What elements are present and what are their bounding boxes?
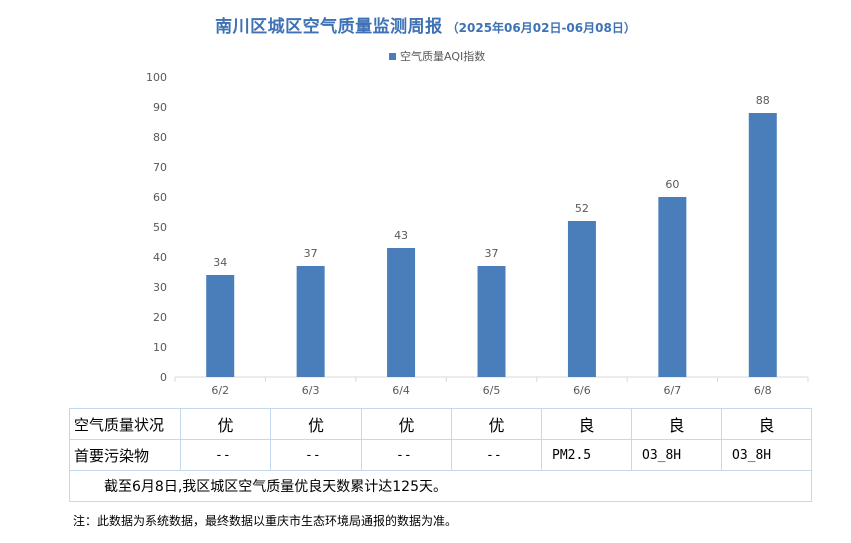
level-cell: 良	[541, 408, 632, 440]
bar	[658, 197, 687, 377]
bar	[387, 248, 416, 377]
bar	[296, 266, 325, 377]
y-tick-label: 10	[153, 341, 167, 354]
bar	[477, 266, 506, 377]
pollutant-cell: O3_8H	[631, 439, 722, 471]
x-tick-label: 6/2	[211, 384, 229, 397]
legend-swatch	[389, 52, 396, 60]
x-tick-label: 6/6	[573, 384, 591, 397]
x-tick-label: 6/3	[302, 384, 320, 397]
x-tick-label: 6/8	[754, 384, 772, 397]
y-tick-label: 40	[153, 251, 167, 264]
data-label: 88	[756, 94, 770, 107]
data-label: 52	[575, 202, 589, 215]
bar	[567, 221, 596, 377]
pollutant-cell: --	[270, 439, 362, 471]
x-axis: 6/2 6/3 6/4 6/5 6/6 6/7 6/8	[174, 376, 809, 397]
pollutant-cell: --	[361, 439, 452, 471]
data-label: 60	[665, 178, 679, 191]
y-tick-label: 100	[146, 71, 167, 84]
pollutant-row-label: 首要污染物	[69, 439, 181, 471]
bar-series	[206, 113, 777, 377]
data-label: 37	[304, 247, 318, 260]
x-tick-label: 6/4	[392, 384, 410, 397]
level-cell: 良	[721, 408, 812, 440]
level-cell: 优	[180, 408, 271, 440]
y-tick-label: 0	[160, 371, 167, 384]
chart-title: 南川区城区空气质量监测周报	[215, 17, 443, 37]
data-label: 34	[213, 256, 227, 269]
data-labels: 34 37 43 37 52 60 88	[213, 94, 770, 269]
table-row-pollutant: 首要污染物 -- -- -- -- PM2.5 O3_8H O3_8H	[69, 439, 812, 471]
y-tick-label: 90	[153, 101, 167, 114]
legend-label: 空气质量AQI指数	[400, 50, 486, 63]
aqi-table: 空气质量状况 优 优 优 优 良 良 良 首要污染物 -- -- -- -- P…	[69, 408, 812, 502]
chart-title-row: 南川区城区空气质量监测周报 （2025年06月02日-06月08日）	[0, 12, 851, 37]
chart-legend: 空气质量AQI指数	[389, 48, 485, 64]
summary-text: 截至6月8日,我区城区空气质量优良天数累计达125天。	[69, 470, 812, 502]
data-label: 37	[485, 247, 499, 260]
y-tick-label: 20	[153, 311, 167, 324]
y-tick-label: 30	[153, 281, 167, 294]
y-axis: 0 10 20 30 40 50 60 70 80 90 100	[146, 71, 167, 384]
table-row-summary: 截至6月8日,我区城区空气质量优良天数累计达125天。	[69, 470, 812, 502]
footnote: 注：此数据为系统数据，最终数据以重庆市生态环境局通报的数据为准。	[73, 514, 458, 528]
pollutant-cell: PM2.5	[541, 439, 632, 471]
chart-subtitle: （2025年06月02日-06月08日）	[446, 21, 636, 35]
data-label: 43	[394, 229, 408, 242]
table-row-level: 空气质量状况 优 优 优 优 良 良 良	[69, 408, 812, 440]
y-tick-label: 80	[153, 131, 167, 144]
x-tick-label: 6/7	[664, 384, 682, 397]
y-tick-label: 50	[153, 221, 167, 234]
level-cell: 优	[270, 408, 362, 440]
level-cell: 良	[631, 408, 722, 440]
y-tick-label: 60	[153, 191, 167, 204]
pollutant-cell: --	[451, 439, 542, 471]
y-tick-label: 70	[153, 161, 167, 174]
level-row-label: 空气质量状况	[69, 408, 181, 440]
bar	[748, 113, 777, 377]
pollutant-cell: O3_8H	[721, 439, 812, 471]
x-tick-label: 6/5	[483, 384, 501, 397]
level-cell: 优	[361, 408, 452, 440]
pollutant-cell: --	[180, 439, 271, 471]
level-cell: 优	[451, 408, 542, 440]
bar	[206, 275, 235, 377]
